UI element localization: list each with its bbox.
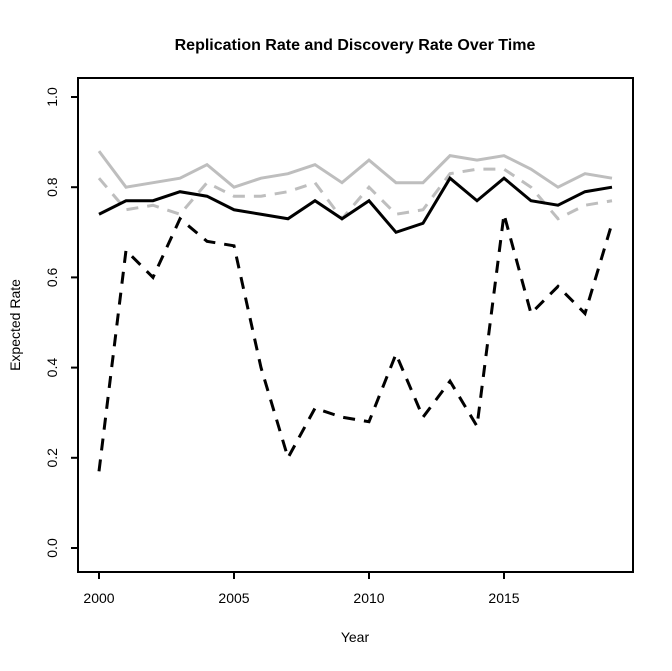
x-tick-label: 2010 bbox=[353, 590, 384, 606]
series-line-gray-solid bbox=[97, 150, 613, 189]
y-tick-label: 0.8 bbox=[44, 177, 60, 197]
y-tick-label: 0.0 bbox=[44, 538, 60, 558]
plot-box bbox=[77, 77, 634, 573]
y-tick-label: 1.0 bbox=[44, 87, 60, 107]
data-series bbox=[97, 150, 614, 472]
y-tick-label: 0.6 bbox=[44, 267, 60, 287]
series-line-black-dashed bbox=[97, 213, 614, 472]
x-tick-label: 2000 bbox=[83, 590, 114, 606]
x-tick-label: 2015 bbox=[488, 590, 519, 606]
x-axis-ticks: 2000 2005 2010 2015 bbox=[83, 572, 520, 606]
y-tick-label: 0.4 bbox=[44, 358, 60, 378]
y-axis-label: Expected Rate bbox=[7, 279, 23, 371]
series-line-black-solid bbox=[98, 175, 613, 235]
series-line-gray-dashed bbox=[97, 167, 613, 222]
x-axis-label: Year bbox=[341, 629, 370, 645]
y-axis-ticks: 0.0 0.2 0.4 0.6 0.8 1.0 bbox=[44, 87, 78, 558]
y-tick-label: 0.2 bbox=[44, 448, 60, 468]
chart-title: Replication Rate and Discovery Rate Over… bbox=[175, 37, 536, 54]
x-tick-label: 2005 bbox=[218, 590, 249, 606]
